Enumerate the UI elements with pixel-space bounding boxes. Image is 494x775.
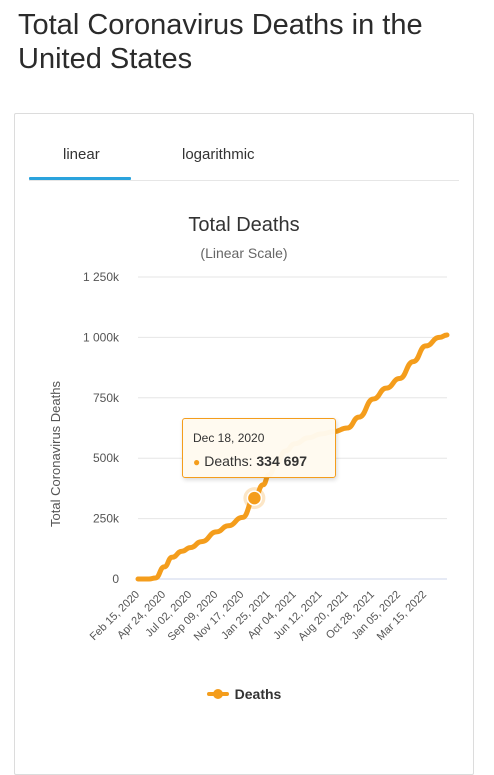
y-tick-label: 250k [93,512,120,526]
tooltip-row: ● Deaths: 334 697 [193,453,307,469]
y-tick-label: 1 250k [83,270,120,284]
y-tick-label: 500k [93,451,120,465]
tooltip-date: Dec 18, 2020 [193,431,265,445]
data-point-highlighted[interactable] [246,490,263,506]
active-tab-indicator [29,177,131,180]
tooltip-value: 334 697 [256,453,307,469]
chart-subtitle: (Linear Scale) [200,245,287,261]
y-tick-label: 1 000k [83,330,120,344]
legend: Deaths [15,686,473,702]
tab-logarithmic[interactable]: logarithmic [182,146,255,163]
tab-linear[interactable]: linear [63,146,100,163]
legend-swatch [206,689,229,699]
legend-label: Deaths [234,686,282,702]
scale-tabs: linear logarithmic [29,114,459,181]
y-tick-label: 0 [112,572,119,586]
chart-card: linear logarithmic Total Deaths (Linear … [14,113,474,775]
page-title: Total Coronavirus Deaths in the United S… [18,9,423,75]
legend-item-deaths[interactable]: Deaths [206,686,282,702]
tooltip-series-dot: ● [193,455,201,469]
tooltip: Dec 18, 2020 ● Deaths: 334 697 [182,418,336,478]
y-axis-label: Total Coronavirus Deaths [48,381,63,527]
tooltip-series-label: Deaths: [204,453,253,469]
chart-title: Total Deaths [188,214,299,236]
y-tick-label: 750k [93,391,120,405]
